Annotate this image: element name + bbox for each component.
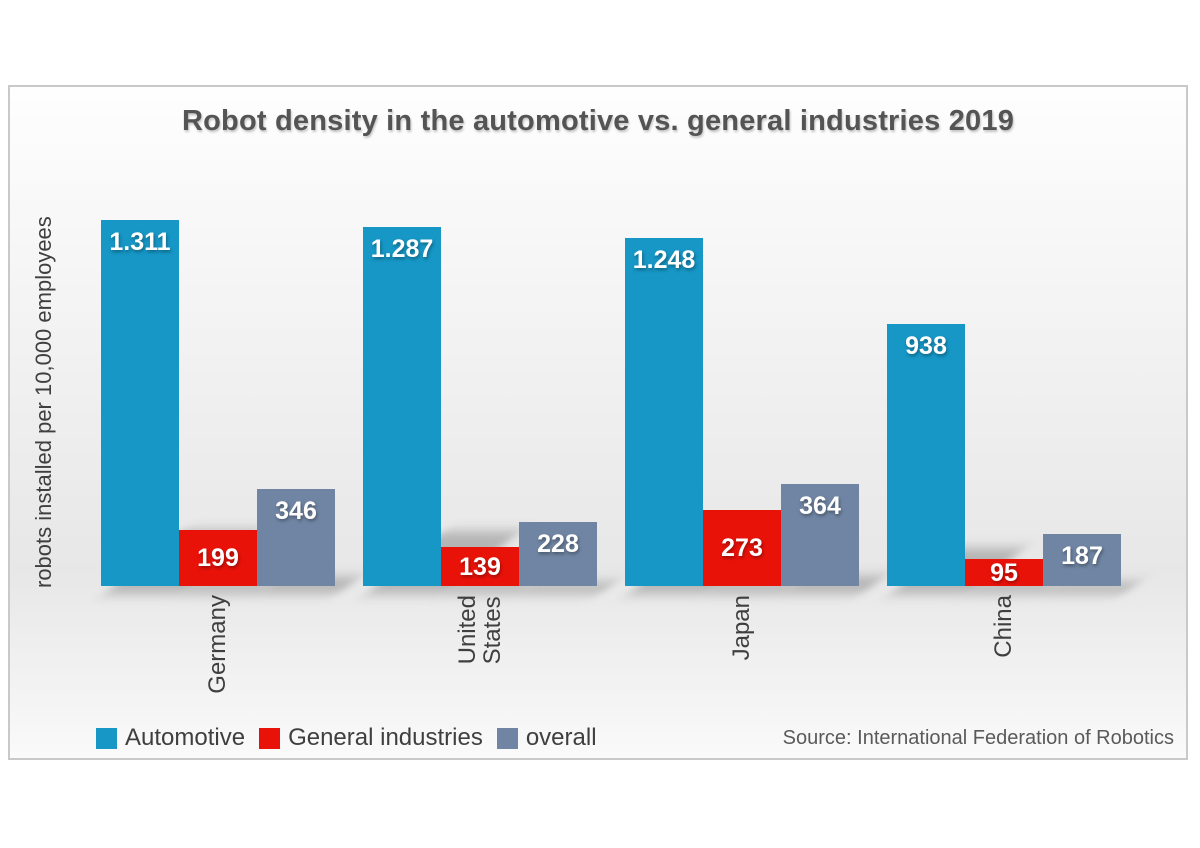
- bar-overall-united-states: [519, 522, 597, 586]
- bar-automotive-united-states: [363, 227, 441, 586]
- x-axis-label-text: Japan: [728, 595, 756, 661]
- legend-swatch-overall: [496, 727, 518, 749]
- bottom-row: Automotive General industries overall Sour…: [96, 721, 1174, 755]
- plot-area: 1.311 199 346 Germany 1.287 139 228 United Stat…: [10, 87, 1186, 762]
- bar-value-label: 228: [537, 530, 579, 558]
- legend-item-automotive: Automotive: [96, 724, 245, 752]
- chart-title: Robot density in the automotive vs. gene…: [181, 105, 1015, 137]
- bar-value-label: 1.248: [632, 246, 696, 274]
- legend-label: overall: [525, 724, 597, 751]
- legend-item-general-industries: General industries: [259, 724, 483, 752]
- chart-panel: Robot density in the automotive vs. gene…: [8, 85, 1188, 760]
- bar-general-industries-china: [965, 559, 1043, 586]
- x-axis-label-text: United States: [453, 595, 506, 665]
- bar-value-label: 1.311: [109, 228, 171, 256]
- legend: Automotive General industries overall: [96, 724, 597, 752]
- bar-value-label: 364: [799, 492, 841, 520]
- bar-value-label: 187: [1061, 542, 1103, 570]
- x-axis-label-text: Germany: [204, 595, 232, 694]
- x-axis-label-text: China: [990, 595, 1018, 658]
- bar-value-label: 95: [990, 559, 1018, 587]
- bar-overall-germany: [257, 489, 335, 586]
- bar-value-label: 938: [905, 332, 947, 360]
- legend-swatch-general-industries: [259, 727, 281, 749]
- bar-value-label: 273: [721, 534, 763, 562]
- bar-overall-japan: [781, 484, 859, 586]
- bar-value-label: 346: [275, 497, 317, 525]
- bar-automotive-china: [887, 324, 965, 586]
- bar-value-label: 139: [459, 553, 501, 581]
- bar-general-industries-germany: [179, 530, 257, 586]
- legend-swatch-automotive: [96, 727, 117, 749]
- bar-value-label: 1.287: [370, 235, 434, 263]
- bar-general-industries-united-states: [441, 547, 519, 586]
- legend-label: Automotive: [125, 724, 246, 751]
- legend-item-overall: overall: [496, 724, 597, 752]
- bar-automotive-japan: [625, 238, 703, 586]
- bar-general-industries-japan: [703, 510, 781, 586]
- bar-automotive-germany: [101, 220, 179, 586]
- legend-label: General industries: [288, 724, 483, 751]
- source-note: Source: International Federation of Robo…: [782, 726, 1174, 749]
- bar-value-label: 199: [197, 544, 239, 572]
- bar-overall-china: [1043, 534, 1121, 586]
